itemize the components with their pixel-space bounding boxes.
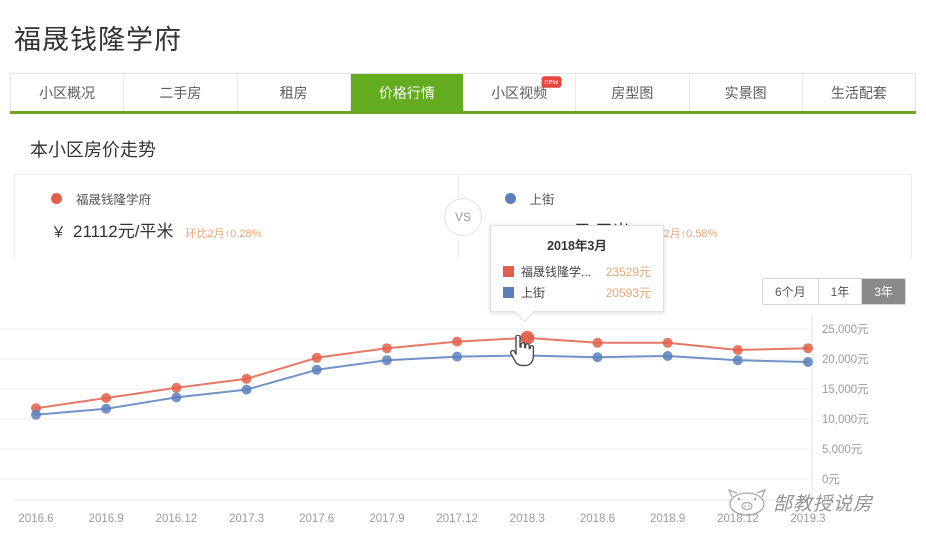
data-point[interactable] [101, 403, 112, 414]
tooltip-swatch [503, 287, 514, 298]
data-point[interactable] [803, 343, 813, 354]
data-point[interactable] [520, 330, 535, 345]
tooltip-swatch [503, 266, 514, 277]
data-point[interactable] [662, 337, 673, 348]
tab-7[interactable]: 生活配套 [802, 74, 915, 111]
tooltip-row-1: 上街 20593元 [503, 284, 651, 301]
tab-4[interactable]: 小区视频 new [463, 74, 577, 111]
price-compare-panel: 福晟钱隆学府 ￥ 21112元/平米 环比2月↑0.28% 上街 ￥ 20693… [14, 174, 912, 259]
tab-label: 租房 [279, 84, 308, 101]
left-price-value: 21112元/平米 [73, 222, 174, 241]
x-axis-tick-label: 2016.9 [89, 513, 124, 525]
data-point[interactable] [311, 352, 322, 363]
series-line-0 [35, 336, 809, 410]
tab-label: 房型图 [611, 84, 654, 101]
tooltip-series-name: 福晟钱隆学... [521, 265, 592, 279]
tab-5[interactable]: 房型图 [576, 74, 690, 111]
tab-label: 二手房 [159, 84, 202, 101]
y-axis-tick-label: 10,000元 [822, 414, 869, 426]
y-axis-tick-label: 5,000元 [822, 444, 863, 456]
data-point[interactable] [311, 364, 322, 375]
left-series-color-dot [51, 193, 62, 204]
tooltip-title: 2018年3月 [547, 239, 607, 253]
x-axis-tick-label: 2018.9 [650, 513, 685, 525]
tab-bar: 小区概况 二手房 租房 价格行情 小区视频 new 房型图 实景图 生活配套 [10, 73, 916, 111]
data-point[interactable] [592, 352, 603, 363]
tooltip-rows: 福晟钱隆学... 23529元上街 20593元 [503, 263, 651, 301]
left-legend: 福晟钱隆学府 [51, 189, 458, 208]
tab-0[interactable]: 小区概况 [11, 74, 125, 111]
right-legend: 上街 [504, 189, 912, 208]
x-axis-tick-label: 2019.3 [790, 513, 825, 525]
range-button-2[interactable]: 3年 [862, 279, 905, 304]
trend-heading: 本小区房价走势 [30, 140, 156, 160]
tab-label: 生活配套 [830, 84, 887, 101]
x-axis-tick-label: 2018.6 [580, 513, 615, 525]
compare-left-community: 福晟钱隆学府 ￥ 21112元/平米 环比2月↑0.28% [15, 175, 458, 259]
data-point[interactable] [31, 409, 41, 420]
tooltip-series-value: 23529元 [605, 265, 651, 279]
price-trend-chart: 0元 5,000元 10,000元 15,000元 20,000元 25,000元 2016… [0, 300, 926, 549]
tab-label: 小区概况 [39, 84, 96, 101]
x-axis-tick-label: 2017.12 [436, 513, 478, 525]
range-button-0[interactable]: 6个月 [762, 279, 819, 304]
y-axis-tick-label: 0元 [822, 474, 840, 486]
tab-label: 价格行情 [378, 84, 435, 101]
x-axis-tick-label: 2018.3 [510, 513, 545, 525]
data-point[interactable] [101, 393, 112, 403]
data-point[interactable] [803, 357, 813, 367]
tooltip-row-0: 福晟钱隆学... 23529元 [503, 263, 651, 280]
left-price-delta: 环比2月↑0.28% [185, 228, 262, 240]
x-axis-tick-label: 2016.12 [156, 513, 198, 525]
tab-bar-underline [10, 111, 916, 114]
y-axis-tick-label: 15,000元 [822, 384, 869, 396]
time-range-button-group: 6个月 1年 3年 [761, 278, 906, 305]
series-line-1 [35, 354, 809, 416]
data-point[interactable] [171, 382, 182, 393]
data-point[interactable] [662, 351, 673, 361]
left-community-name: 福晟钱隆学府 [76, 193, 152, 207]
y-axis-tick-label: 20,000元 [822, 354, 869, 366]
data-point[interactable] [732, 345, 743, 355]
data-point[interactable] [452, 351, 463, 362]
left-currency-symbol: ￥ [51, 224, 67, 241]
data-point[interactable] [592, 337, 603, 348]
tab-1[interactable]: 二手房 [124, 74, 238, 111]
x-axis-tick-label: 2017.3 [229, 513, 264, 525]
vs-badge: VS [444, 198, 482, 236]
tab-3[interactable]: 价格行情 [350, 74, 463, 111]
x-axis-tick-label: 2018.12 [717, 513, 759, 525]
tab-label: 实景图 [724, 84, 767, 101]
data-point[interactable] [381, 355, 392, 366]
chart-tooltip: 2018年3月 福晟钱隆学... 23529元上街 20593元 [490, 225, 664, 323]
tab-label: 小区视频 [491, 84, 548, 101]
x-axis-tick-label: 2017.6 [299, 513, 334, 525]
tooltip-series-name: 上街 [521, 286, 546, 300]
right-series-color-dot [504, 193, 516, 204]
y-axis-tick-label: 25,000元 [822, 324, 869, 336]
chart-svg: 0元 5,000元 10,000元 15,000元 20,000元 25,000元 2016… [0, 314, 869, 525]
x-axis-tick-label: 2017.9 [369, 513, 404, 525]
tab-6[interactable]: 实景图 [689, 74, 803, 111]
hand-pointer-cursor [509, 335, 535, 367]
range-button-1[interactable]: 1年 [818, 279, 863, 304]
data-point[interactable] [381, 343, 392, 354]
left-price-row: ￥ 21112元/平米 环比2月↑0.28% [51, 217, 458, 242]
data-point[interactable] [241, 384, 252, 395]
page-title: 福晟钱隆学府 [14, 25, 182, 55]
new-badge: new [541, 76, 561, 88]
data-point[interactable] [241, 373, 252, 384]
data-point[interactable] [732, 355, 743, 366]
data-point[interactable] [171, 392, 182, 403]
right-district-name: 上街 [529, 193, 555, 207]
tooltip-series-value: 20593元 [605, 286, 651, 300]
x-axis-tick-label: 2016.6 [18, 513, 53, 525]
data-point[interactable] [452, 336, 463, 347]
tab-2[interactable]: 租房 [237, 74, 351, 111]
